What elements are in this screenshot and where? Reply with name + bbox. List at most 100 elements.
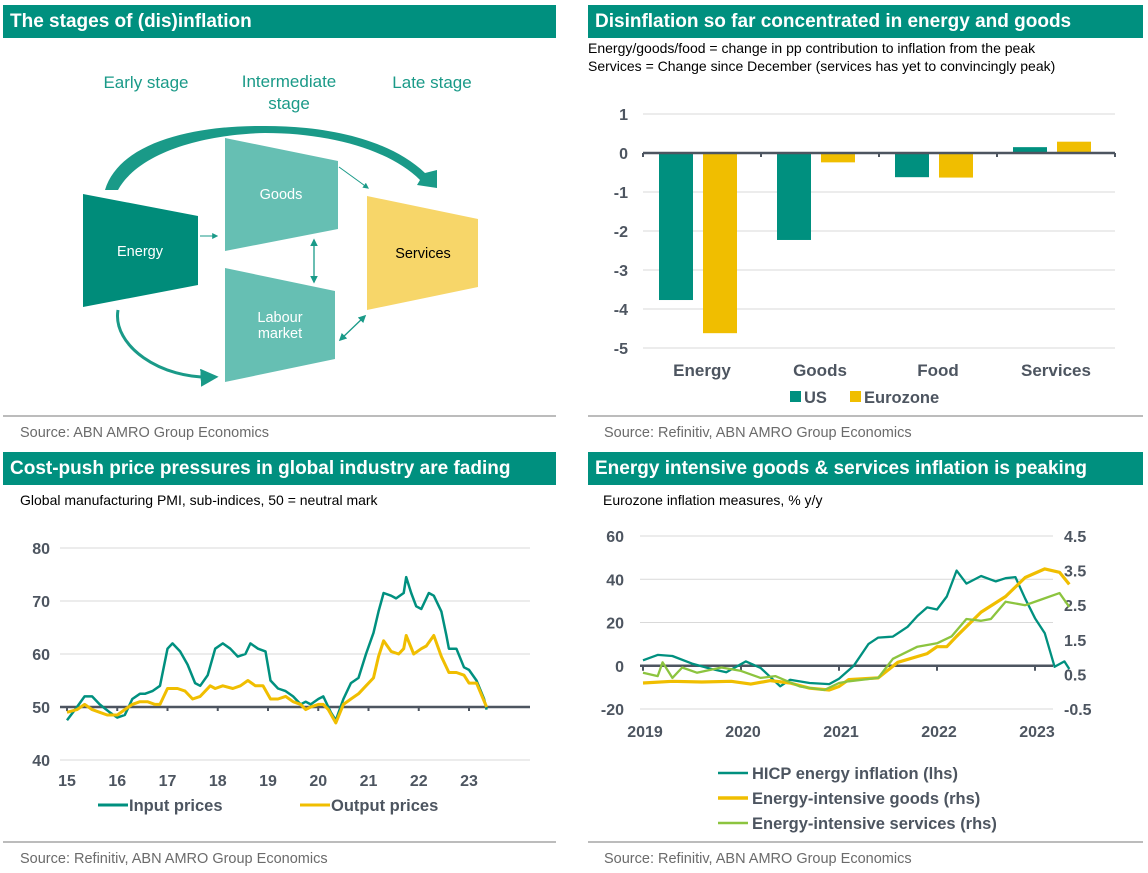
legend-label: Energy-intensive goods (rhs) xyxy=(752,790,980,808)
series-line-hicp-energy-inflation-lhs- xyxy=(642,569,1071,688)
legend-label: Energy-intensive services (rhs) xyxy=(752,815,997,833)
y-tick-label: -3 xyxy=(614,263,628,280)
box-energy xyxy=(83,194,198,307)
x-category-label: Food xyxy=(917,361,959,380)
bar-eurozone-energy xyxy=(703,153,737,334)
panel-title: Cost-push price pressures in global indu… xyxy=(3,452,556,485)
legend-label: Output prices xyxy=(331,797,438,815)
x-tick-label: 2021 xyxy=(823,724,859,741)
legend-label: Input prices xyxy=(129,797,223,815)
bar-chart: 1 0 -1 -2 -3 -4 -5 Energy Goods Food Services US Eur… xyxy=(614,107,1116,407)
y-left-tick-label: 40 xyxy=(606,572,624,589)
series-line-output-prices xyxy=(66,634,488,725)
box-goods xyxy=(225,138,338,251)
series-line-energy-intensive-services-rhs- xyxy=(642,591,1071,692)
series-line-energy-intensive-goods-rhs- xyxy=(642,567,1071,692)
y-tick-label: 60 xyxy=(32,647,50,664)
chart-subtitle: Eurozone inflation measures, % y/y xyxy=(603,492,823,508)
y-tick-label: -5 xyxy=(614,341,628,358)
stage-label-intermediate-2: stage xyxy=(268,94,310,113)
series-line-input-prices xyxy=(66,575,488,722)
bar-eurozone-food xyxy=(939,153,973,178)
box-label-labour-1: Labour xyxy=(257,310,302,326)
stage-label-late: Late stage xyxy=(392,73,471,92)
x-tick-label: 2023 xyxy=(1019,724,1055,741)
bar-us-energy xyxy=(659,153,693,301)
y-tick-label: 0 xyxy=(619,146,628,163)
divider xyxy=(3,841,556,843)
legend-label-us: US xyxy=(804,389,827,407)
bar-eurozone-services xyxy=(1057,141,1091,153)
y-right-tick-label: 1.5 xyxy=(1064,633,1086,650)
legend-label-eurozone: Eurozone xyxy=(864,389,939,407)
x-tick-label: 16 xyxy=(108,773,126,790)
y-left-tick-label: -20 xyxy=(601,702,624,719)
box-label-goods: Goods xyxy=(260,187,303,203)
y-tick-label: 70 xyxy=(32,594,50,611)
divider xyxy=(3,415,556,417)
bar-us-food xyxy=(895,153,929,178)
legend-swatch-us xyxy=(790,391,801,402)
box-services xyxy=(367,196,478,310)
y-right-tick-label: 4.5 xyxy=(1064,529,1086,546)
bar-eurozone-goods xyxy=(821,153,855,163)
x-tick-label: 15 xyxy=(58,773,76,790)
x-tick-label: 17 xyxy=(159,773,177,790)
source-note: Source: Refinitiv, ABN AMRO Group Econom… xyxy=(20,851,328,867)
arrow-labour-services xyxy=(338,314,367,342)
legend-label: HICP energy inflation (lhs) xyxy=(752,765,958,783)
curved-arrow-energy-to-services xyxy=(105,125,437,190)
y-left-tick-label: 0 xyxy=(615,659,624,676)
x-tick-label: 20 xyxy=(309,773,327,790)
stage-label-early: Early stage xyxy=(103,73,188,92)
y-tick-label: -4 xyxy=(614,302,628,319)
chart-subtitle: Global manufacturing PMI, sub-indices, 5… xyxy=(20,492,378,508)
x-tick-label: 2019 xyxy=(627,724,663,741)
y-tick-label: 50 xyxy=(32,700,50,717)
panel-title: Energy intensive goods & services inflat… xyxy=(588,452,1143,485)
curved-arrow-energy-to-labour xyxy=(116,309,219,387)
chart-subtitle-line2: Services = Change since December (servic… xyxy=(588,58,1056,74)
x-category-label: Goods xyxy=(793,361,847,380)
arrow-goods-to-services xyxy=(338,166,369,189)
y-right-tick-label: 2.5 xyxy=(1064,598,1086,615)
divider xyxy=(588,841,1143,843)
x-category-label: Energy xyxy=(673,361,731,380)
chart-subtitle-line1: Energy/goods/food = change in pp contrib… xyxy=(588,40,1036,56)
x-tick-label: 19 xyxy=(259,773,277,790)
y-tick-label: 40 xyxy=(32,753,50,770)
x-category-label: Services xyxy=(1021,361,1091,380)
y-right-tick-label: 3.5 xyxy=(1064,564,1086,581)
box-label-energy: Energy xyxy=(117,244,164,260)
box-label-labour-2: market xyxy=(258,326,302,342)
source-note: Source: Refinitiv, ABN AMRO Group Econom… xyxy=(604,425,912,441)
y-left-tick-label: 60 xyxy=(606,529,624,546)
x-tick-label: 21 xyxy=(360,773,378,790)
x-tick-label: 18 xyxy=(209,773,227,790)
panel-title: Disinflation so far concentrated in ener… xyxy=(588,5,1143,38)
y-tick-label: -1 xyxy=(614,185,628,202)
y-right-tick-label: -0.5 xyxy=(1064,702,1092,719)
source-note: Source: ABN AMRO Group Economics xyxy=(20,425,270,441)
y-tick-label: 80 xyxy=(32,541,50,558)
bar-us-goods xyxy=(777,153,811,240)
panel-title: The stages of (dis)inflation xyxy=(3,5,556,38)
y-right-tick-label: 0.5 xyxy=(1064,667,1086,684)
legend-swatch-eurozone xyxy=(850,391,861,402)
box-labour-market xyxy=(225,268,335,382)
box-label-services: Services xyxy=(395,246,451,262)
y-left-tick-label: 20 xyxy=(606,616,624,633)
divider xyxy=(588,415,1143,417)
stage-label-intermediate-1: Intermediate xyxy=(242,72,337,91)
x-tick-label: 2020 xyxy=(725,724,761,741)
y-tick-label: -2 xyxy=(614,224,628,241)
source-note: Source: Refinitiv, ABN AMRO Group Econom… xyxy=(604,851,912,867)
stages-diagram: Early stage Intermediate stage Late stag… xyxy=(83,72,478,387)
x-tick-label: 23 xyxy=(460,773,478,790)
bar-us-services xyxy=(1013,147,1047,153)
y-tick-label: 1 xyxy=(619,107,628,124)
x-tick-label: 2022 xyxy=(921,724,957,741)
x-tick-label: 22 xyxy=(410,773,428,790)
